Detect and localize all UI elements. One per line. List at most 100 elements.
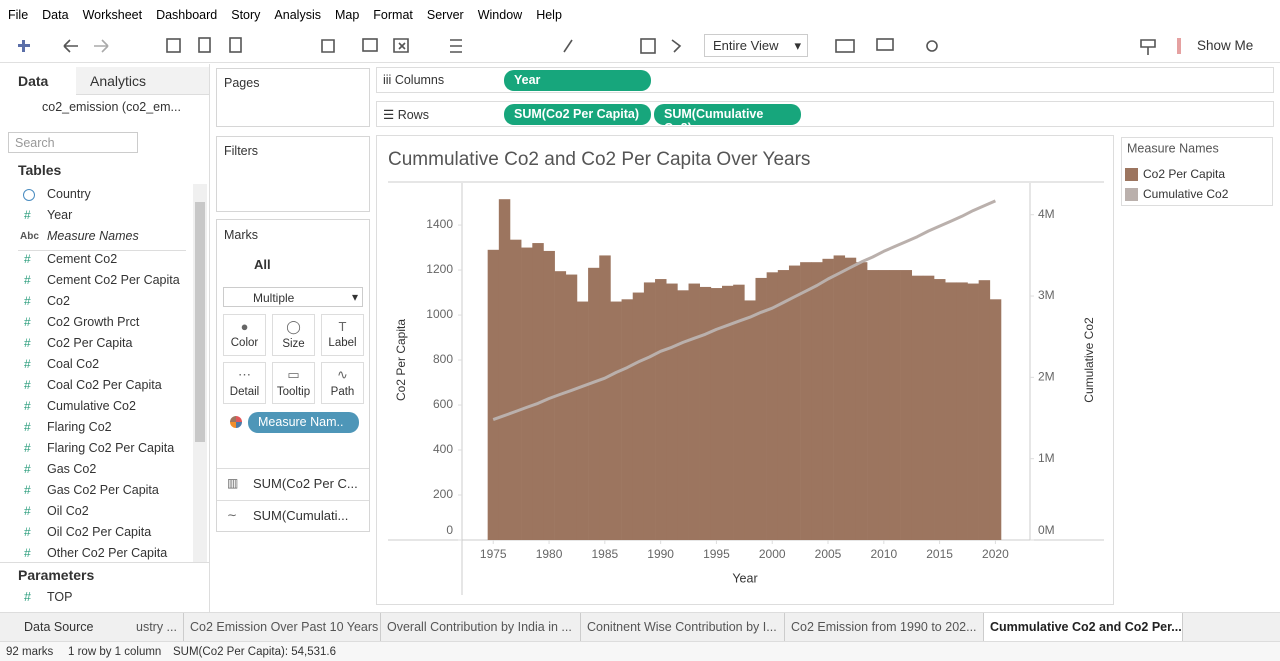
- data-tab[interactable]: Data: [0, 67, 76, 95]
- cards-icon[interactable]: [835, 39, 855, 53]
- undo-icon[interactable]: [63, 39, 78, 53]
- swap-icon[interactable]: [450, 39, 462, 53]
- field-name: Flaring Co2 Per Capita: [47, 441, 175, 455]
- menu-item[interactable]: Server: [426, 8, 464, 22]
- field[interactable]: # Coal Co2 Per Capita: [0, 377, 190, 397]
- columns-shelf: iii Columns: [376, 67, 1274, 93]
- view-mode: Entire View: [713, 38, 779, 53]
- field[interactable]: # Co2 Growth Prct: [0, 314, 190, 334]
- toolbar: Entire View ▾ Show Me: [0, 30, 1280, 63]
- field[interactable]: # Gas Co2 Per Capita: [0, 482, 190, 502]
- menu-item[interactable]: File: [8, 8, 29, 22]
- data-source-tab[interactable]: Data Source: [24, 620, 94, 634]
- sheet-tab[interactable]: Co2 Emission Over Past 10 Years: [184, 613, 381, 641]
- scrollbar[interactable]: [193, 184, 207, 562]
- presentation-icon[interactable]: [876, 38, 894, 51]
- field-name: Gas Co2 Per Capita: [47, 483, 159, 497]
- menu-item[interactable]: Analysis: [274, 8, 321, 22]
- highlighter-icon[interactable]: [1140, 39, 1156, 55]
- share-icon[interactable]: [926, 40, 938, 52]
- field[interactable]: # Year: [0, 207, 190, 227]
- status-bar: 92 marks 1 row by 1 column SUM(Co2 Per C…: [0, 641, 1280, 661]
- field[interactable]: # Flaring Co2: [0, 419, 190, 439]
- mark-button-label: Size: [282, 338, 305, 350]
- pause-icon[interactable]: [229, 37, 242, 53]
- labels-icon[interactable]: [640, 38, 656, 54]
- field[interactable]: # Co2 Per Capita: [0, 335, 190, 355]
- mark-layer[interactable]: SUM(Cumulati...: [253, 508, 349, 523]
- field[interactable]: # Coal Co2: [0, 356, 190, 376]
- menu-item[interactable]: Worksheet: [82, 8, 143, 22]
- save-icon[interactable]: [166, 38, 181, 53]
- field-icon: #: [24, 208, 31, 222]
- pages-card: Pages: [216, 68, 370, 127]
- datasource-name[interactable]: co2_emission (co2_em...: [42, 100, 181, 114]
- menu-item[interactable]: Format: [373, 8, 413, 22]
- new-sheet-icon[interactable]: [321, 39, 335, 53]
- show-me-button[interactable]: Show Me: [1197, 38, 1254, 53]
- field[interactable]: # Cumulative Co2: [0, 398, 190, 418]
- mark-button[interactable]: ◯ Size: [272, 314, 315, 356]
- field[interactable]: # Other Co2 Per Capita: [0, 545, 190, 565]
- mark-type-dropdown[interactable]: Multiple ▾: [223, 287, 363, 307]
- pin-icon[interactable]: [671, 39, 682, 53]
- menu-item[interactable]: Data: [42, 8, 69, 22]
- sheet-tab-bar: Data Source ustry ... Co2 Emission Over P…: [0, 612, 1280, 641]
- sheet-tab[interactable]: ustry ...: [130, 613, 184, 641]
- menu-item[interactable]: Story: [231, 8, 261, 22]
- mark-button[interactable]: T Label: [321, 314, 364, 356]
- sum-summary: SUM(Co2 Per Capita): 54,531.6: [173, 646, 336, 658]
- field-name: Country: [47, 187, 91, 201]
- field-icon: #: [24, 420, 31, 434]
- menu-item[interactable]: Dashboard: [156, 8, 218, 22]
- sheet-tab[interactable]: Conitnent Wise Contribution by I...: [581, 613, 785, 641]
- highlight-icon[interactable]: [563, 39, 573, 53]
- field[interactable]: Country: [0, 186, 190, 206]
- field-name: Oil Co2: [47, 504, 89, 518]
- field[interactable]: # Flaring Co2 Per Capita: [0, 440, 190, 460]
- scroll-thumb[interactable]: [195, 202, 205, 442]
- redo-icon[interactable]: [94, 39, 109, 53]
- field[interactable]: # Gas Co2: [0, 461, 190, 481]
- mark-layer[interactable]: SUM(Co2 Per C...: [253, 476, 358, 491]
- field-name: Cumulative Co2: [47, 399, 136, 413]
- mark-button-label: Tooltip: [276, 386, 311, 398]
- field[interactable]: # Oil Co2 Per Capita: [0, 524, 190, 544]
- view-dropdown[interactable]: Entire View ▾: [704, 34, 808, 57]
- field[interactable]: Abc Measure Names: [0, 228, 190, 248]
- field[interactable]: # Oil Co2: [0, 503, 190, 523]
- layer-separator: [217, 500, 369, 501]
- rows-shelf: ☰ Rows: [376, 101, 1274, 127]
- mark-button[interactable]: ▭ Tooltip: [272, 362, 315, 404]
- color-pill[interactable]: Measure Nam..: [248, 412, 359, 433]
- parameter[interactable]: # TOP: [0, 589, 190, 609]
- field-icon: #: [24, 399, 31, 413]
- field[interactable]: # Cement Co2: [0, 251, 190, 271]
- field-icon: #: [24, 546, 31, 560]
- field-name: Gas Co2: [47, 462, 97, 476]
- menu-item[interactable]: Map: [334, 8, 360, 22]
- analytics-tab[interactable]: Analytics: [76, 67, 209, 95]
- column-pill[interactable]: Year: [504, 70, 651, 91]
- mark-button[interactable]: ⋯ Detail: [223, 362, 266, 404]
- row-pill[interactable]: SUM(Cumulative Co2): [654, 104, 801, 125]
- mark-button[interactable]: ● Color: [223, 314, 266, 356]
- clear-icon[interactable]: [393, 38, 409, 53]
- sheet-tab[interactable]: Cummulative Co2 and Co2 Per...: [984, 613, 1183, 641]
- menu-item[interactable]: Help: [536, 8, 562, 22]
- duplicate-icon[interactable]: [362, 38, 378, 52]
- field-icon: #: [24, 525, 31, 539]
- new-datasource-icon[interactable]: [198, 37, 211, 53]
- search-box[interactable]: Search: [8, 132, 138, 153]
- field[interactable]: # Cement Co2 Per Capita: [0, 272, 190, 292]
- mark-button[interactable]: ∿ Path: [321, 362, 364, 404]
- sheet-tab[interactable]: Overall Contribution by India in ...: [381, 613, 581, 641]
- row-pill[interactable]: SUM(Co2 Per Capita): [504, 104, 651, 125]
- shelf-label: ☰ Rows: [383, 108, 429, 122]
- marks-all[interactable]: All: [254, 257, 271, 272]
- card-title: Marks: [224, 228, 259, 242]
- sheet-tab[interactable]: Co2 Emission from 1990 to 202...: [785, 613, 984, 641]
- field[interactable]: # Co2: [0, 293, 190, 313]
- menu-item[interactable]: Window: [477, 8, 523, 22]
